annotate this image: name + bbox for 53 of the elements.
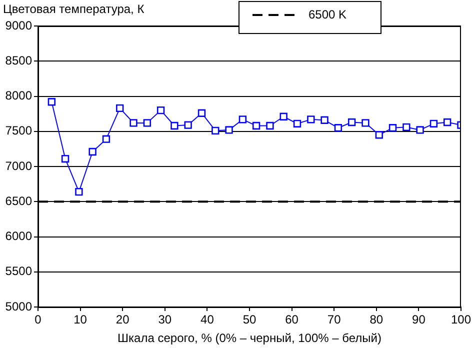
point bbox=[156, 106, 165, 114]
y-tick-label: 9000 bbox=[5, 18, 32, 32]
x-tick-label: 100 bbox=[450, 312, 472, 327]
point bbox=[212, 126, 220, 135]
point bbox=[402, 123, 410, 131]
y-tick-label: 7500 bbox=[5, 124, 32, 138]
y-tick-label: 5500 bbox=[5, 264, 32, 278]
y-axis-title: Цветовая температура, К bbox=[3, 2, 144, 16]
x-tick-label: 70 bbox=[327, 312, 342, 327]
point bbox=[184, 121, 192, 129]
x-tick-label: 80 bbox=[370, 312, 384, 327]
point bbox=[88, 148, 96, 156]
x-tick-label: 40 bbox=[200, 312, 214, 327]
x-tick-label: 30 bbox=[158, 312, 172, 327]
point bbox=[348, 118, 356, 126]
x-tick-label: 10 bbox=[74, 312, 88, 327]
x-tick-label: 20 bbox=[116, 312, 130, 327]
point bbox=[225, 126, 233, 134]
point bbox=[130, 119, 138, 127]
y-tick-label: 7000 bbox=[5, 158, 32, 173]
point bbox=[61, 154, 70, 163]
point bbox=[307, 116, 315, 124]
x-tick-label: 0 bbox=[34, 312, 42, 327]
point bbox=[252, 122, 260, 130]
legend-label: 6500 K bbox=[308, 7, 347, 22]
y-tick-label: 8000 bbox=[5, 88, 32, 103]
point bbox=[430, 120, 438, 128]
x-tick-label: 50 bbox=[242, 312, 256, 327]
y-tick-label: 6000 bbox=[5, 229, 32, 244]
point bbox=[320, 116, 328, 124]
y-tick-label: 6500 bbox=[5, 194, 32, 208]
point bbox=[293, 120, 302, 128]
x-axis-title: Шкала серого, % (0% – черный, 100% – белый) bbox=[118, 331, 382, 345]
point bbox=[362, 119, 370, 127]
point bbox=[416, 126, 424, 134]
point bbox=[170, 122, 178, 130]
x-tick-label: 60 bbox=[285, 312, 299, 327]
point bbox=[443, 118, 452, 126]
point bbox=[266, 122, 274, 130]
point bbox=[388, 124, 397, 132]
point bbox=[334, 124, 342, 132]
point bbox=[48, 98, 56, 106]
x-tick-label: 90 bbox=[412, 312, 426, 327]
y-tick-label: 8500 bbox=[5, 53, 32, 68]
point bbox=[198, 109, 206, 117]
point bbox=[375, 131, 383, 139]
point bbox=[75, 188, 83, 196]
point bbox=[280, 112, 288, 120]
y-tick-label: 5000 bbox=[5, 299, 32, 314]
point bbox=[143, 119, 152, 127]
point bbox=[116, 104, 124, 112]
point bbox=[102, 135, 110, 143]
point bbox=[238, 116, 247, 124]
